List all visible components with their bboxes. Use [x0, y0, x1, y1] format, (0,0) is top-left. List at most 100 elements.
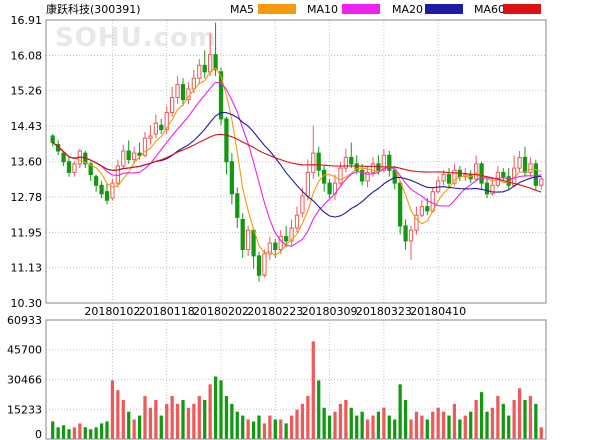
- candle-body: [284, 236, 289, 242]
- watermark: SOHU.com: [55, 23, 217, 53]
- price-tick-label: 11.13: [11, 261, 43, 274]
- candle-body: [104, 191, 110, 201]
- candle-body: [305, 171, 310, 197]
- volume-bar: [365, 419, 370, 439]
- volume-bar: [528, 396, 533, 439]
- volume-bar: [398, 384, 402, 439]
- date-tick-label: 20180102: [84, 305, 140, 318]
- candle-body: [479, 163, 484, 184]
- volume-bar: [186, 407, 191, 439]
- volume-panel-frame: [45, 319, 547, 440]
- candle-body: [408, 229, 414, 242]
- candle-body: [436, 180, 441, 193]
- volume-bar: [512, 399, 516, 439]
- volume-bar: [165, 403, 169, 439]
- ma5-line: [52, 67, 542, 257]
- volume-tick-label: 15233: [7, 403, 42, 416]
- candle-body: [354, 163, 359, 171]
- volume-bar: [311, 341, 315, 439]
- candle-body: [381, 154, 386, 171]
- volume-bar: [89, 429, 93, 439]
- price-tick-label: 12.78: [11, 191, 43, 204]
- volume-bar: [105, 421, 109, 439]
- volume-bar: [127, 411, 131, 439]
- volume-bar: [230, 403, 234, 439]
- volume-bar: [61, 425, 66, 439]
- volume-bar: [67, 429, 71, 439]
- volume-bar: [344, 399, 348, 439]
- volume-bar: [534, 403, 538, 439]
- volume-bar: [458, 419, 462, 439]
- price-tick-label: 16.91: [11, 14, 43, 27]
- volume-bar: [431, 411, 435, 439]
- candle-body: [343, 156, 348, 169]
- legend-ma5-swatch: [258, 4, 296, 14]
- volume-bar: [463, 415, 467, 439]
- volume-bar: [360, 411, 364, 439]
- candle-body: [235, 193, 240, 218]
- volume-bar: [132, 419, 136, 439]
- volume-bar: [94, 427, 98, 439]
- candle-body: [50, 135, 55, 143]
- candle-body: [267, 242, 272, 255]
- volume-bar: [333, 411, 337, 439]
- candle-body: [327, 182, 332, 195]
- volume-bar: [116, 390, 120, 439]
- ma60-line: [52, 133, 542, 193]
- volume-bar: [322, 407, 326, 439]
- legend-ma60-swatch: [503, 4, 541, 14]
- candle-body: [474, 163, 479, 180]
- volume-bar: [251, 421, 256, 439]
- candle-body: [392, 169, 397, 184]
- candle-body: [213, 54, 218, 71]
- volume-bar: [317, 380, 321, 439]
- candle-body: [528, 163, 533, 173]
- candle-body: [88, 163, 93, 176]
- price-panel-frame: [45, 19, 547, 304]
- candle-body: [446, 174, 452, 184]
- candle-body: [273, 242, 278, 250]
- volume-bar: [78, 423, 82, 439]
- volume-bar: [56, 427, 60, 439]
- ma20-line: [52, 111, 542, 218]
- legend: MA5 MA10 MA20 MA60: [230, 3, 541, 16]
- candle-body: [66, 161, 72, 173]
- volume-tick-label: 60933: [7, 314, 42, 327]
- candle-body: [387, 154, 392, 171]
- volume-bar: [295, 409, 299, 439]
- legend-ma20-swatch: [425, 4, 463, 14]
- price-tick-label: 14.43: [11, 120, 43, 133]
- candle-body: [522, 156, 528, 173]
- volume-bar: [110, 380, 115, 439]
- volume-bar: [137, 415, 142, 439]
- volume-bar: [154, 399, 158, 439]
- candle-body: [300, 195, 305, 214]
- volume-bar: [485, 411, 489, 439]
- volume-bar: [181, 399, 185, 439]
- volume-bar: [441, 411, 446, 439]
- candle-body: [512, 167, 517, 186]
- volume-bar: [268, 415, 272, 439]
- volume-bar: [338, 403, 343, 439]
- candle-body: [289, 227, 294, 242]
- volume-bar: [197, 396, 201, 439]
- candle-body: [240, 219, 245, 250]
- moving-average-lines: [52, 67, 542, 257]
- volume-bar: [192, 403, 196, 439]
- candle-body: [539, 178, 544, 186]
- candle-body: [164, 111, 169, 131]
- legend-ma10-label: MA10: [307, 3, 338, 16]
- candle-body: [197, 64, 202, 79]
- price-axis: 16.91 16.08 15.26 14.43 13.60 12.78 11.95 11.13…: [11, 14, 43, 310]
- volume-bar: [279, 419, 283, 439]
- volume-bar: [327, 415, 332, 439]
- volume-bar: [501, 403, 505, 439]
- candle-body: [137, 152, 142, 156]
- volume-bar: [479, 392, 484, 439]
- chart-title: 康跃科技(300391): [46, 2, 141, 16]
- volume-bar: [517, 388, 522, 439]
- date-tick-label: 20180118: [139, 305, 195, 318]
- candle-body: [191, 77, 196, 90]
- volume-bar: [51, 421, 55, 439]
- candle-body: [256, 255, 262, 276]
